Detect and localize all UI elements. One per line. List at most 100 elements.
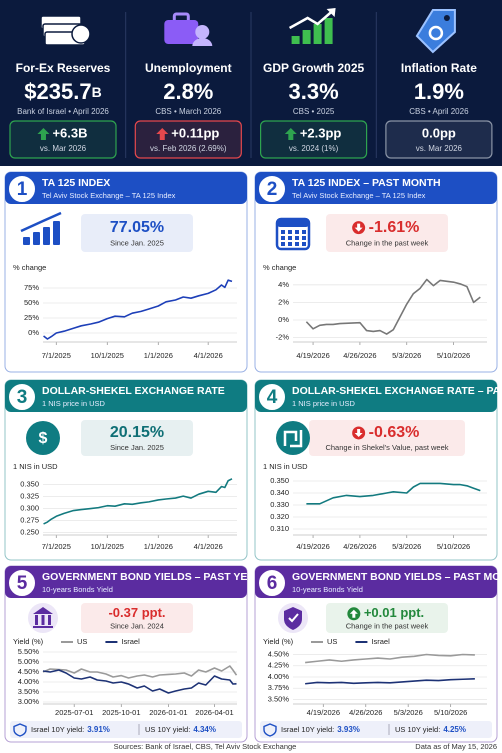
headline-value: 77.05% <box>110 219 164 236</box>
x-tick-label: 4/1/2026 <box>194 542 223 551</box>
kpi-value-number: 1.9% <box>414 79 464 104</box>
y-axis-label: 1 NIS in USD <box>13 462 58 471</box>
panel-icon <box>302 230 306 234</box>
headline-box <box>309 420 465 456</box>
y-tick-label: 4.25% <box>268 661 290 670</box>
x-tick-label: 5/10/2026 <box>437 351 470 360</box>
headline-box <box>81 214 193 252</box>
panel-icon <box>281 236 285 240</box>
panel-header <box>255 380 497 412</box>
y-tick-label: 4% <box>278 280 289 289</box>
panel-title: TA 125 INDEX <box>42 177 110 189</box>
panel-header <box>255 566 497 598</box>
footer-sources: Sources: Bank of Israel, CBS, Tel Aviv S… <box>114 742 297 751</box>
headline-caption: Change in Shekel's Value, past week <box>325 443 448 452</box>
y-tick-label: 2% <box>278 297 289 306</box>
panel-subtitle: 1 NIS price in USD <box>42 399 106 408</box>
y-tick-label: 0.350 <box>20 480 39 489</box>
line-series <box>305 278 481 335</box>
y-tick-label: 25% <box>24 313 39 322</box>
panel-number: 6 <box>267 573 278 594</box>
kpi-comparison: vs. Mar 2026 <box>40 144 87 153</box>
headline-value: -0.63% <box>369 424 420 441</box>
y-axis-label: 1 NIS in USD <box>263 462 308 471</box>
x-tick-label: 7/1/2025 <box>42 351 71 360</box>
kpi-value: 1.9% <box>414 79 464 104</box>
icon-shape <box>71 24 91 44</box>
y-axis-label: Yield (%) <box>13 637 44 646</box>
x-tick-label: 2026-01-01 <box>149 708 187 717</box>
headline-arrow <box>354 428 363 437</box>
y-tick-label: 4.50% <box>18 667 40 676</box>
panel-subtitle: Tel Aviv Stock Exchange – TA 125 Index <box>292 191 426 200</box>
icon-shape <box>302 30 311 44</box>
legend-label: Israel <box>371 637 390 646</box>
kpi-title: GDP Growth 2025 <box>263 61 364 75</box>
line-series <box>305 678 475 685</box>
x-tick-label: 1/1/2026 <box>144 542 173 551</box>
headline-value: 20.15% <box>110 424 164 441</box>
panel-header <box>5 380 247 412</box>
headline-caption: Change in the past week <box>346 621 429 630</box>
kpi-comparison: vs. 2024 (1%) <box>289 144 339 153</box>
panel-header <box>255 172 497 204</box>
icon-shape <box>324 18 333 44</box>
y-tick-label: 0.330 <box>270 500 289 509</box>
kpi-change: +6.3B <box>52 125 87 140</box>
panel-number: 2 <box>267 179 278 200</box>
icon-shape <box>192 38 213 46</box>
kpi-arrow <box>37 128 50 140</box>
panel-icon: $ <box>39 430 48 447</box>
yield-value: 3.93% <box>337 725 360 734</box>
y-tick-label: 0.275 <box>20 516 39 525</box>
kpi-change-box <box>9 120 117 159</box>
kpi-title: Inflation Rate <box>401 61 477 75</box>
icon-shape <box>291 36 300 44</box>
panel-icon <box>283 430 303 448</box>
x-tick-label: 4/19/2026 <box>296 542 329 551</box>
y-tick-label: 4.50% <box>268 649 290 658</box>
y-tick-label: 0% <box>28 328 39 337</box>
panel-icon <box>33 607 53 628</box>
yield-bar <box>260 721 492 738</box>
icon-shape <box>313 24 322 44</box>
yield-label: US 10Y yield: <box>145 725 190 734</box>
panel-icon <box>43 227 50 245</box>
headline-arrow <box>354 223 363 232</box>
panel-icon <box>23 237 30 245</box>
y-tick-label: 75% <box>24 283 39 292</box>
x-tick-label: 5/3/2026 <box>392 542 421 551</box>
panel-number-badge <box>7 174 37 204</box>
kpi-change: 0.0pp <box>422 125 456 140</box>
y-tick-label: 0% <box>278 315 289 324</box>
x-tick-label: 1/1/2026 <box>144 351 173 360</box>
line-series <box>305 653 475 664</box>
yield-value: 4.34% <box>193 725 216 734</box>
kpi-value: 2.8% <box>163 79 213 104</box>
y-tick-label: 0.340 <box>270 488 289 497</box>
y-tick-label: 3.00% <box>18 697 40 706</box>
icon-shape <box>195 25 210 39</box>
headline-arrow <box>349 609 358 618</box>
kpi-title: For-Ex Reserves <box>16 61 111 75</box>
x-tick-label: 4/19/2026 <box>296 351 329 360</box>
panel-icon <box>302 242 306 246</box>
panel-icon <box>302 236 306 240</box>
panel-subtitle: 1 NIS price in USD <box>292 399 356 408</box>
panel-header <box>5 566 247 598</box>
kpi-source: Bank of Israel • April 2026 <box>17 107 109 116</box>
kpi-arrow <box>156 128 169 140</box>
y-tick-label: 3.50% <box>268 694 290 703</box>
kpi-change-box <box>385 120 493 159</box>
x-tick-label: 4/26/2026 <box>349 708 382 717</box>
panel-number-badge <box>257 174 287 204</box>
kpi-value-number: $235.7 <box>24 79 91 104</box>
panel-number-badge <box>257 568 287 598</box>
x-tick-label: 5/10/2026 <box>437 542 470 551</box>
line-series <box>43 478 233 525</box>
panel-number-badge <box>7 568 37 598</box>
kpi-change: +0.11pp <box>171 125 219 140</box>
y-tick-label: 0.250 <box>20 528 39 537</box>
